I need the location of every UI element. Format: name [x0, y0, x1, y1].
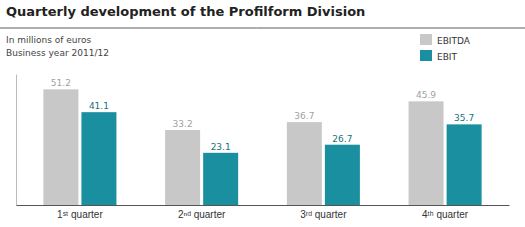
legend-swatch	[420, 50, 432, 61]
legend: EBITDA EBIT	[420, 34, 471, 62]
bar	[287, 122, 322, 205]
bar	[447, 124, 482, 205]
data-label: 35.7	[454, 113, 474, 123]
bar	[81, 112, 116, 205]
x-tick-label: 3ʳᵈ quarter	[300, 209, 347, 220]
data-label: 45.9	[416, 90, 436, 100]
data-label: 51.2	[51, 78, 71, 88]
bar	[43, 89, 78, 205]
y-axis	[16, 75, 17, 206]
x-tick-label: 1ˢᵗ quarter	[57, 209, 103, 220]
bar	[203, 153, 238, 205]
x-tick: 1ˢᵗ quarter	[57, 209, 103, 220]
bars	[43, 89, 481, 205]
x-tick-label: 2ⁿᵈ quarter	[178, 209, 226, 220]
x-axis-line	[17, 205, 510, 206]
subtitle: Business year 2011/12	[6, 48, 109, 58]
y-axis-line	[16, 75, 17, 206]
bar	[409, 101, 444, 205]
chart: Quarterly development of the Profilform …	[0, 0, 525, 227]
data-label: 33.2	[173, 119, 193, 129]
bar	[325, 145, 360, 205]
subtitle: In millions of euros	[6, 35, 92, 45]
data-label: 26.7	[332, 134, 352, 144]
legend-item: EBIT	[420, 50, 458, 62]
x-tick: 4ᵗʰ quarter	[422, 209, 469, 220]
data-label: 41.1	[89, 101, 109, 111]
x-tick: 2ⁿᵈ quarter	[178, 209, 226, 220]
data-label: 23.1	[211, 142, 231, 152]
plot: 51.2 33.2 36.7 45.9 41.1 23.1 26.7 35.7 1ˢᵗ quar…	[17, 75, 510, 221]
data-label: 36.7	[294, 111, 314, 121]
x-tick-label: 4ᵗʰ quarter	[422, 209, 469, 220]
legend-swatch	[420, 34, 432, 45]
x-axis: 1ˢᵗ quarter 2ⁿᵈ quarter 3ʳᵈ quarter 4ᵗʰ qua…	[17, 206, 510, 221]
legend-label: EBIT	[437, 52, 458, 62]
separator	[0, 28, 525, 29]
title: Quarterly development of the Profilform …	[6, 4, 365, 19]
bar	[165, 130, 200, 205]
data-labels: 51.2 33.2 36.7 45.9 41.1 23.1 26.7 35.7	[51, 78, 474, 151]
legend-item: EBITDA	[420, 34, 471, 46]
legend-label: EBITDA	[437, 36, 471, 46]
x-tick: 3ʳᵈ quarter	[300, 209, 347, 220]
